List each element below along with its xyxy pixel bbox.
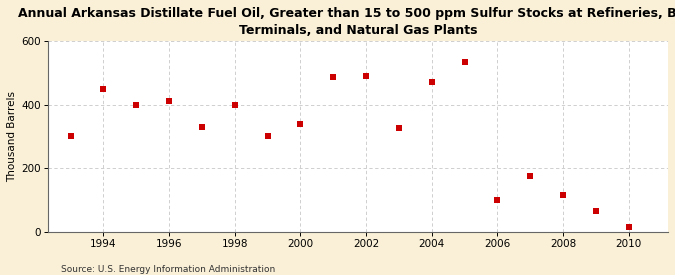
Point	[295, 122, 306, 126]
Point	[492, 198, 503, 202]
Text: Source: U.S. Energy Information Administration: Source: U.S. Energy Information Administ…	[61, 265, 275, 274]
Point	[98, 87, 109, 91]
Point	[459, 59, 470, 64]
Title: Annual Arkansas Distillate Fuel Oil, Greater than 15 to 500 ppm Sulfur Stocks at: Annual Arkansas Distillate Fuel Oil, Gre…	[18, 7, 675, 37]
Point	[360, 74, 371, 78]
Point	[328, 75, 339, 80]
Point	[262, 134, 273, 139]
Point	[558, 193, 568, 197]
Point	[623, 225, 634, 229]
Point	[524, 174, 535, 178]
Point	[230, 102, 240, 107]
Point	[196, 125, 207, 129]
Point	[427, 80, 437, 84]
Point	[131, 102, 142, 107]
Y-axis label: Thousand Barrels: Thousand Barrels	[7, 91, 17, 182]
Point	[591, 209, 601, 213]
Point	[164, 99, 175, 104]
Point	[65, 134, 76, 139]
Point	[394, 126, 404, 131]
